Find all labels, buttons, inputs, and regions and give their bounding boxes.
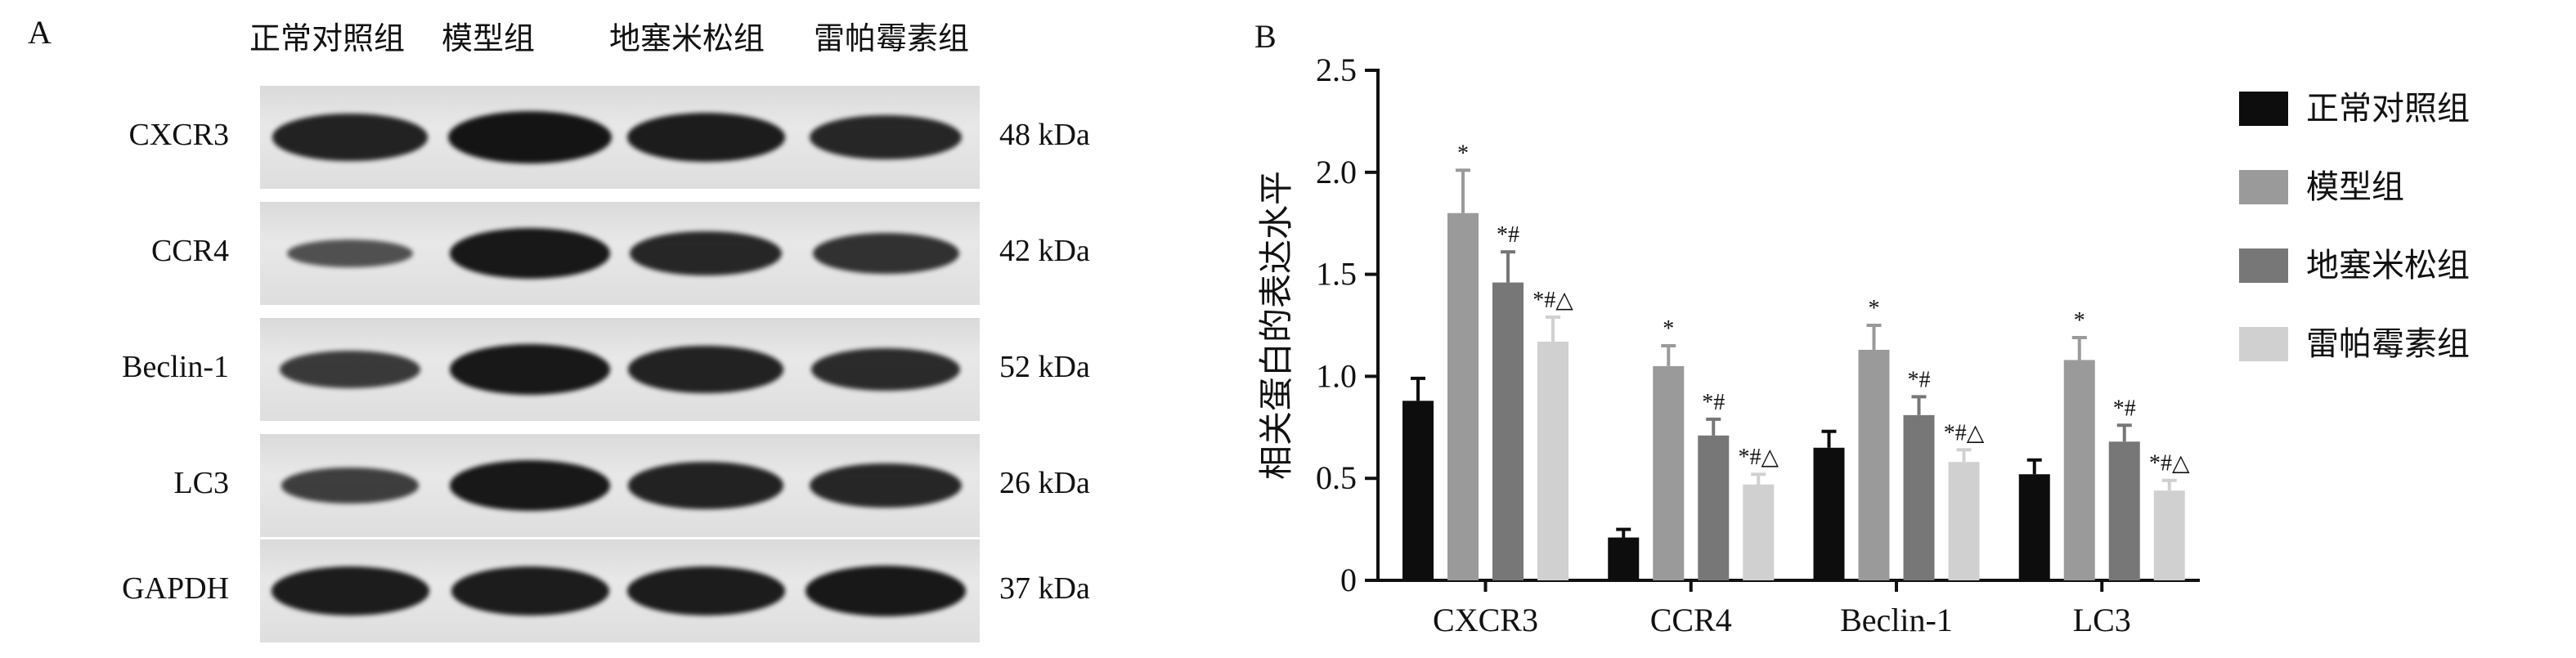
bar [2063, 360, 2095, 580]
bar [1653, 365, 1685, 580]
kda-label: 42 kDa [999, 234, 1090, 268]
lane-header-normal: 正常对照组 [249, 20, 406, 56]
protein-label: CCR4 [150, 234, 229, 268]
legend-swatch [2239, 92, 2288, 126]
y-tick-label: 0.5 [1316, 459, 1357, 496]
blot-strip [260, 539, 980, 642]
kda-label: 52 kDa [999, 350, 1090, 384]
western-blot-panel: A 正常对照组 模型组 地塞米松组 雷帕霉素组 CXCR3 48 kDa CCR… [0, 0, 1210, 658]
significance-mark: *#△ [1533, 288, 1573, 313]
significance-mark: *# [1702, 390, 1725, 415]
kda-label: 48 kDa [999, 118, 1090, 152]
protein-label: LC3 [173, 466, 229, 500]
x-tick-label: CXCR3 [1433, 602, 1538, 638]
blot-strip [260, 86, 980, 189]
blot-band [448, 111, 612, 163]
chart-plot: 0 0.5 1.0 1.5 2.0 2.5 相关蛋白的表达水平 CXCR3 * *# *#△ CCR4… [1256, 51, 2470, 638]
bar [1447, 213, 1479, 580]
significance-mark: * [1869, 296, 1880, 321]
legend-label: 地塞米松组 [2306, 247, 2470, 284]
blot-band [449, 344, 611, 395]
kda-label: 26 kDa [999, 466, 1090, 500]
significance-mark: *# [2113, 396, 2136, 421]
legend-swatch [2239, 327, 2288, 361]
bar [1492, 282, 1524, 580]
blot-strip [260, 318, 980, 421]
blot-band [271, 566, 429, 615]
significance-mark: *#△ [1944, 420, 1985, 445]
lane-header-dexamethasone: 地塞米松组 [609, 20, 765, 56]
bar [2153, 490, 2185, 580]
bar [1903, 414, 1935, 580]
panel-a-letter: A [28, 14, 52, 51]
significance-mark: *# [1908, 367, 1931, 392]
protein-label: Beclin-1 [122, 350, 229, 384]
blot-band [630, 231, 782, 276]
bar [1743, 484, 1775, 580]
blot-band [628, 462, 783, 509]
bar-chart-panel: B 0 0.5 1.0 1.5 2.0 2.5 相关蛋白的表达水平 CXCR3 * *# *#△ CC… [1227, 0, 2576, 658]
y-tick-label: 0 [1340, 562, 1357, 598]
bar [1537, 341, 1568, 580]
bar [2108, 441, 2140, 580]
y-axis-label: 相关蛋白的表达水平 [1256, 171, 1296, 480]
bar-chart-svg: B 0 0.5 1.0 1.5 2.0 2.5 相关蛋白的表达水平 CXCR3 * *# *#△ CC… [1254, 18, 2470, 638]
legend-swatch [2239, 248, 2288, 283]
blot-band [451, 566, 609, 615]
legend-label: 正常对照组 [2306, 90, 2470, 128]
bar [1858, 349, 1890, 580]
blot-band [626, 113, 785, 162]
legend-label: 模型组 [2306, 168, 2404, 206]
bar [1608, 537, 1640, 580]
y-tick-label: 2.5 [1316, 51, 1357, 88]
blot-strip [260, 202, 980, 305]
blot-band [810, 463, 962, 508]
significance-mark: *#△ [1738, 445, 1779, 470]
significance-mark: *# [1497, 222, 1519, 248]
lane-header-rapamycin: 雷帕霉素组 [814, 20, 970, 56]
x-tick-label: CCR4 [1650, 602, 1732, 638]
blot-band [449, 460, 611, 511]
legend-label: 雷帕霉素组 [2306, 325, 2470, 363]
protein-label: CXCR3 [128, 118, 229, 152]
lane-header-model: 模型组 [442, 20, 536, 56]
bar [2018, 474, 2050, 580]
blot-band [810, 114, 962, 160]
x-tick-label: Beclin-1 [1840, 602, 1953, 638]
blot-band [805, 566, 967, 616]
blot-strip [260, 434, 980, 537]
bar [1813, 447, 1845, 580]
blot-band [286, 239, 414, 268]
significance-mark: *#△ [2149, 451, 2190, 477]
y-tick-label: 2.0 [1316, 154, 1357, 190]
legend-swatch [2239, 170, 2288, 204]
significance-mark: * [1663, 316, 1674, 342]
significance-mark: * [2074, 308, 2085, 333]
blot-band [449, 228, 611, 279]
blot-band [280, 351, 420, 388]
bar [1402, 401, 1434, 580]
blot-band [280, 468, 420, 504]
blot-band [628, 346, 783, 393]
bar [1948, 462, 1980, 580]
blot-band [810, 347, 961, 392]
y-tick-label: 1.0 [1316, 357, 1357, 394]
blot-band [626, 566, 785, 615]
blot-band [272, 114, 428, 161]
significance-mark: * [1457, 141, 1469, 166]
kda-label: 37 kDa [999, 571, 1090, 606]
x-tick-label: LC3 [2073, 602, 2131, 638]
blot-band [812, 232, 959, 275]
y-tick-label: 1.5 [1316, 256, 1357, 293]
protein-label: GAPDH [122, 571, 229, 606]
bar [1698, 435, 1730, 580]
panel-b-letter: B [1254, 18, 1277, 55]
